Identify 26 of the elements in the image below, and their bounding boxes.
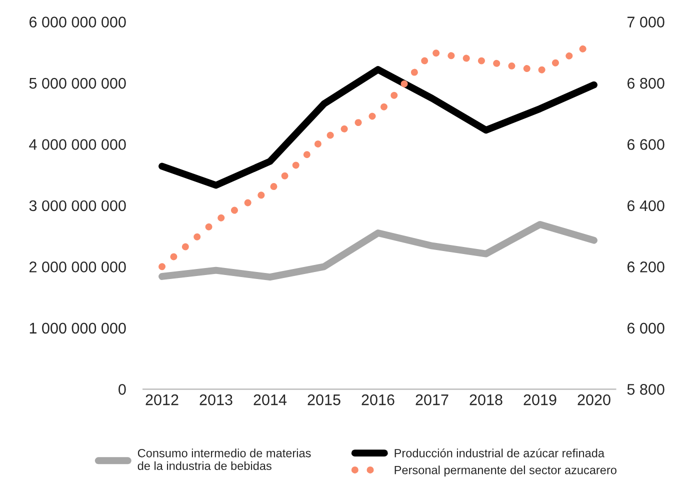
y2-tick-label: 7 000 — [627, 16, 664, 28]
x-tick-label: 2016 — [362, 394, 394, 406]
y-tick-label: 1 000 000 000 — [30, 322, 126, 334]
x-tick-label: 2015 — [308, 394, 340, 406]
y2-tick-label: 6 400 — [627, 200, 664, 212]
y2-tick-label: 6 600 — [627, 139, 664, 150]
y-tick-label: 6 000 000 000 — [30, 16, 126, 28]
x-tick-label: 2013 — [200, 394, 232, 406]
x-tick-label: 2012 — [146, 394, 178, 406]
y-tick-label: 5 000 000 000 — [29, 78, 126, 89]
legend-label: Producción industrial de azúcar refinada — [394, 448, 604, 458]
y2-tick-label: 5 800 — [627, 384, 664, 395]
x-tick-label: 2014 — [254, 394, 287, 406]
y-tick-label: 3 000 000 000 — [29, 200, 126, 212]
y2-tick-label: 6 000 — [627, 322, 664, 334]
y-tick-label: 4 000 000 000 — [29, 139, 126, 150]
x-tick-label: 2019 — [524, 394, 556, 406]
y2-tick-label: 6 200 — [627, 262, 664, 272]
y2-tick-label: 6 800 — [627, 78, 664, 89]
legend-label: Consumo intermedio de materias de la industria de bebidas — [138, 448, 311, 470]
x-tick-label: 2017 — [416, 394, 448, 406]
legend-label: Personal permanente del sector azucarero — [394, 466, 616, 477]
x-tick-label: 2018 — [470, 394, 502, 406]
y-tick-label: 2 000 000 000 — [30, 262, 126, 272]
x-tick-label: 2020 — [578, 394, 610, 406]
y-tick-label: 0 — [118, 384, 126, 395]
